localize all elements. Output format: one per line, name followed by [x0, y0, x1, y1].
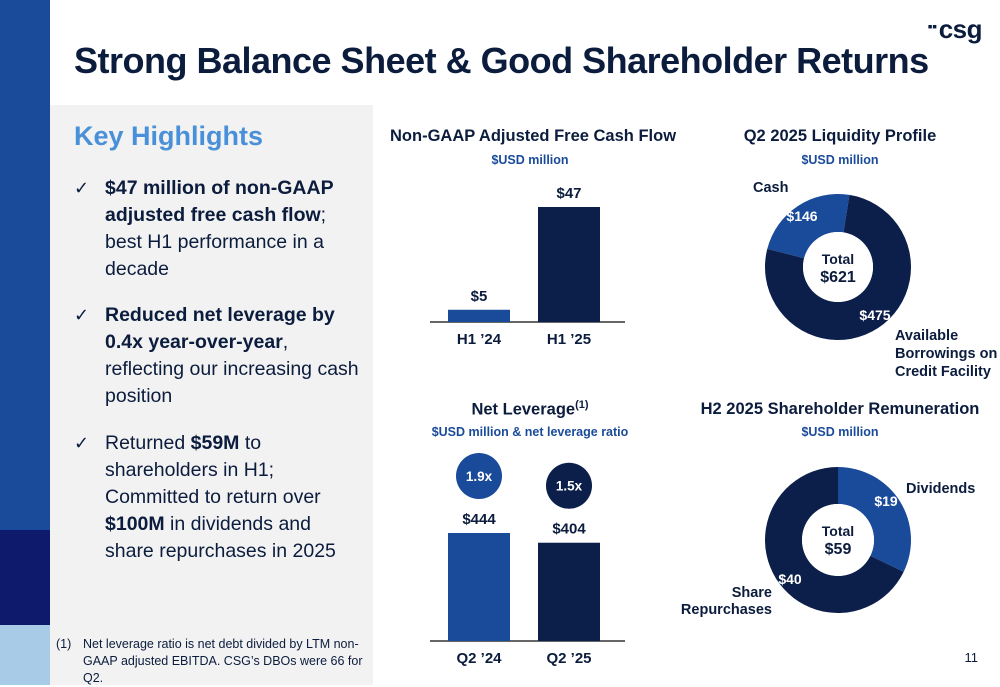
leverage-ratio-label: 1.9x	[466, 469, 493, 484]
fcf-bar	[448, 309, 510, 322]
remuneration-slice	[838, 467, 911, 572]
page-title: Strong Balance Sheet & Good Shareholder …	[74, 40, 929, 81]
liquidity-donut-chart: Total $621 $146 $475 Cash Available Borrowings…	[753, 180, 997, 380]
remuneration-chart-subtitle: $USD million	[801, 425, 879, 439]
leverage-data-label: $444	[462, 511, 496, 528]
highlight-1-text: ; best H1 performance in a decade	[105, 204, 327, 280]
remuneration-center-label: Total	[822, 523, 854, 539]
liquidity-chart-title: Q2 2025 Liquidity Profile	[743, 127, 937, 145]
liquidity-center-label: Total	[822, 251, 854, 267]
liquidity-slice-name: Borrowings on	[895, 346, 997, 362]
highlight-1-bold: $47 million of non-GAAP adjusted free ca…	[105, 177, 334, 226]
liquidity-donut-group	[765, 194, 911, 340]
highlight-2-text: , reflecting our increasing cash positio…	[105, 331, 359, 407]
leverage-ratio-badge	[456, 453, 502, 499]
liquidity-chart-subtitle: $USD million	[801, 153, 879, 167]
liquidity-slice-value: $475	[859, 307, 890, 323]
check-icon: ✓	[74, 178, 90, 198]
remuneration-slice	[765, 467, 904, 613]
remuneration-slice-value: $40	[778, 571, 802, 587]
page-number: 11	[964, 650, 979, 665]
highlights-panel	[50, 105, 373, 685]
highlight-3-bold2: $100M	[105, 513, 165, 535]
side-accent-bar-middle	[0, 530, 50, 625]
footnote-number: (1)	[56, 637, 72, 651]
remuneration-slice-name: Repurchases	[681, 602, 772, 618]
liquidity-slice	[767, 194, 850, 259]
remuneration-slice-name: Dividends	[906, 481, 975, 497]
side-accent-bar-top	[0, 0, 50, 530]
highlight-3-mid: to shareholders in H1; Committed to retu…	[105, 432, 321, 508]
csg-logo: ▪▪csg	[927, 14, 983, 45]
logo-text: csg	[938, 14, 983, 44]
leverage-chart-subtitle: $USD million & net leverage ratio	[431, 425, 629, 439]
liquidity-slice-value: $146	[786, 208, 817, 224]
fcf-chart-subtitle: $USD million	[491, 153, 569, 167]
fcf-data-label: $5	[471, 288, 488, 305]
remuneration-slice-name: Share	[732, 585, 772, 601]
fcf-category-label: H1 ’24	[457, 331, 502, 348]
logo-dots-icon: ▪▪	[927, 18, 937, 34]
fcf-category-label: H1 ’25	[547, 331, 591, 348]
fcf-chart-title: Non-GAAP Adjusted Free Cash Flow	[390, 127, 677, 145]
liquidity-center-value: $621	[820, 269, 856, 286]
leverage-chart-title-text: Net Leverage	[471, 400, 576, 419]
leverage-data-label: $404	[552, 521, 586, 538]
fcf-data-label: $47	[556, 185, 581, 202]
leverage-category-label: Q2 ’24	[456, 650, 502, 667]
highlight-3-text: in dividends and share repurchases in 20…	[105, 513, 336, 562]
remuneration-center-value: $59	[825, 541, 852, 558]
liquidity-slice	[765, 194, 911, 340]
highlight-3-pre: Returned	[105, 432, 191, 454]
highlights-title: Key Highlights	[74, 121, 264, 151]
fcf-bar-chart: $5 H1 ’24 $47 H1 ’25	[430, 185, 625, 348]
leverage-category-label: Q2 ’25	[546, 650, 591, 667]
liquidity-center	[803, 232, 873, 302]
highlight-item-2: ✓ Reduced net leverage by 0.4x year-over…	[74, 302, 364, 410]
check-icon: ✓	[74, 433, 90, 453]
remuneration-chart-title: H2 2025 Shareholder Remuneration	[700, 400, 980, 418]
leverage-bar-chart: $444 1.9x Q2 ’24 $404 1.5x Q2 ’25	[430, 453, 625, 667]
side-accent-bar-bottom	[0, 625, 50, 685]
remuneration-slice-value: $19	[874, 493, 898, 509]
highlight-2-bold: Reduced net leverage by 0.4x year-over-y…	[105, 304, 335, 353]
highlight-item-3: ✓ Returned $59M to shareholders in H1; C…	[74, 430, 364, 565]
highlight-item-1: ✓ $47 million of non-GAAP adjusted free …	[74, 175, 364, 283]
leverage-ratio-badge	[546, 462, 592, 509]
leverage-chart-title: Net Leverage(1)	[390, 399, 670, 420]
liquidity-slice-name: Available	[895, 328, 958, 344]
highlight-3-bold: $59M	[190, 432, 240, 454]
leverage-bar	[448, 533, 510, 641]
remuneration-center	[802, 504, 874, 576]
footnote-text: Net leverage ratio is net debt divided b…	[83, 637, 363, 685]
liquidity-slice-name: Credit Facility	[895, 364, 991, 380]
leverage-chart-title-sup: (1)	[575, 399, 589, 411]
fcf-bar	[538, 207, 600, 322]
footnote: (1) Net leverage ratio is net debt divid…	[56, 636, 366, 687]
check-icon: ✓	[74, 305, 90, 325]
leverage-ratio-label: 1.5x	[556, 479, 583, 494]
leverage-bar	[538, 542, 600, 641]
liquidity-slice-name: Cash	[753, 180, 788, 196]
